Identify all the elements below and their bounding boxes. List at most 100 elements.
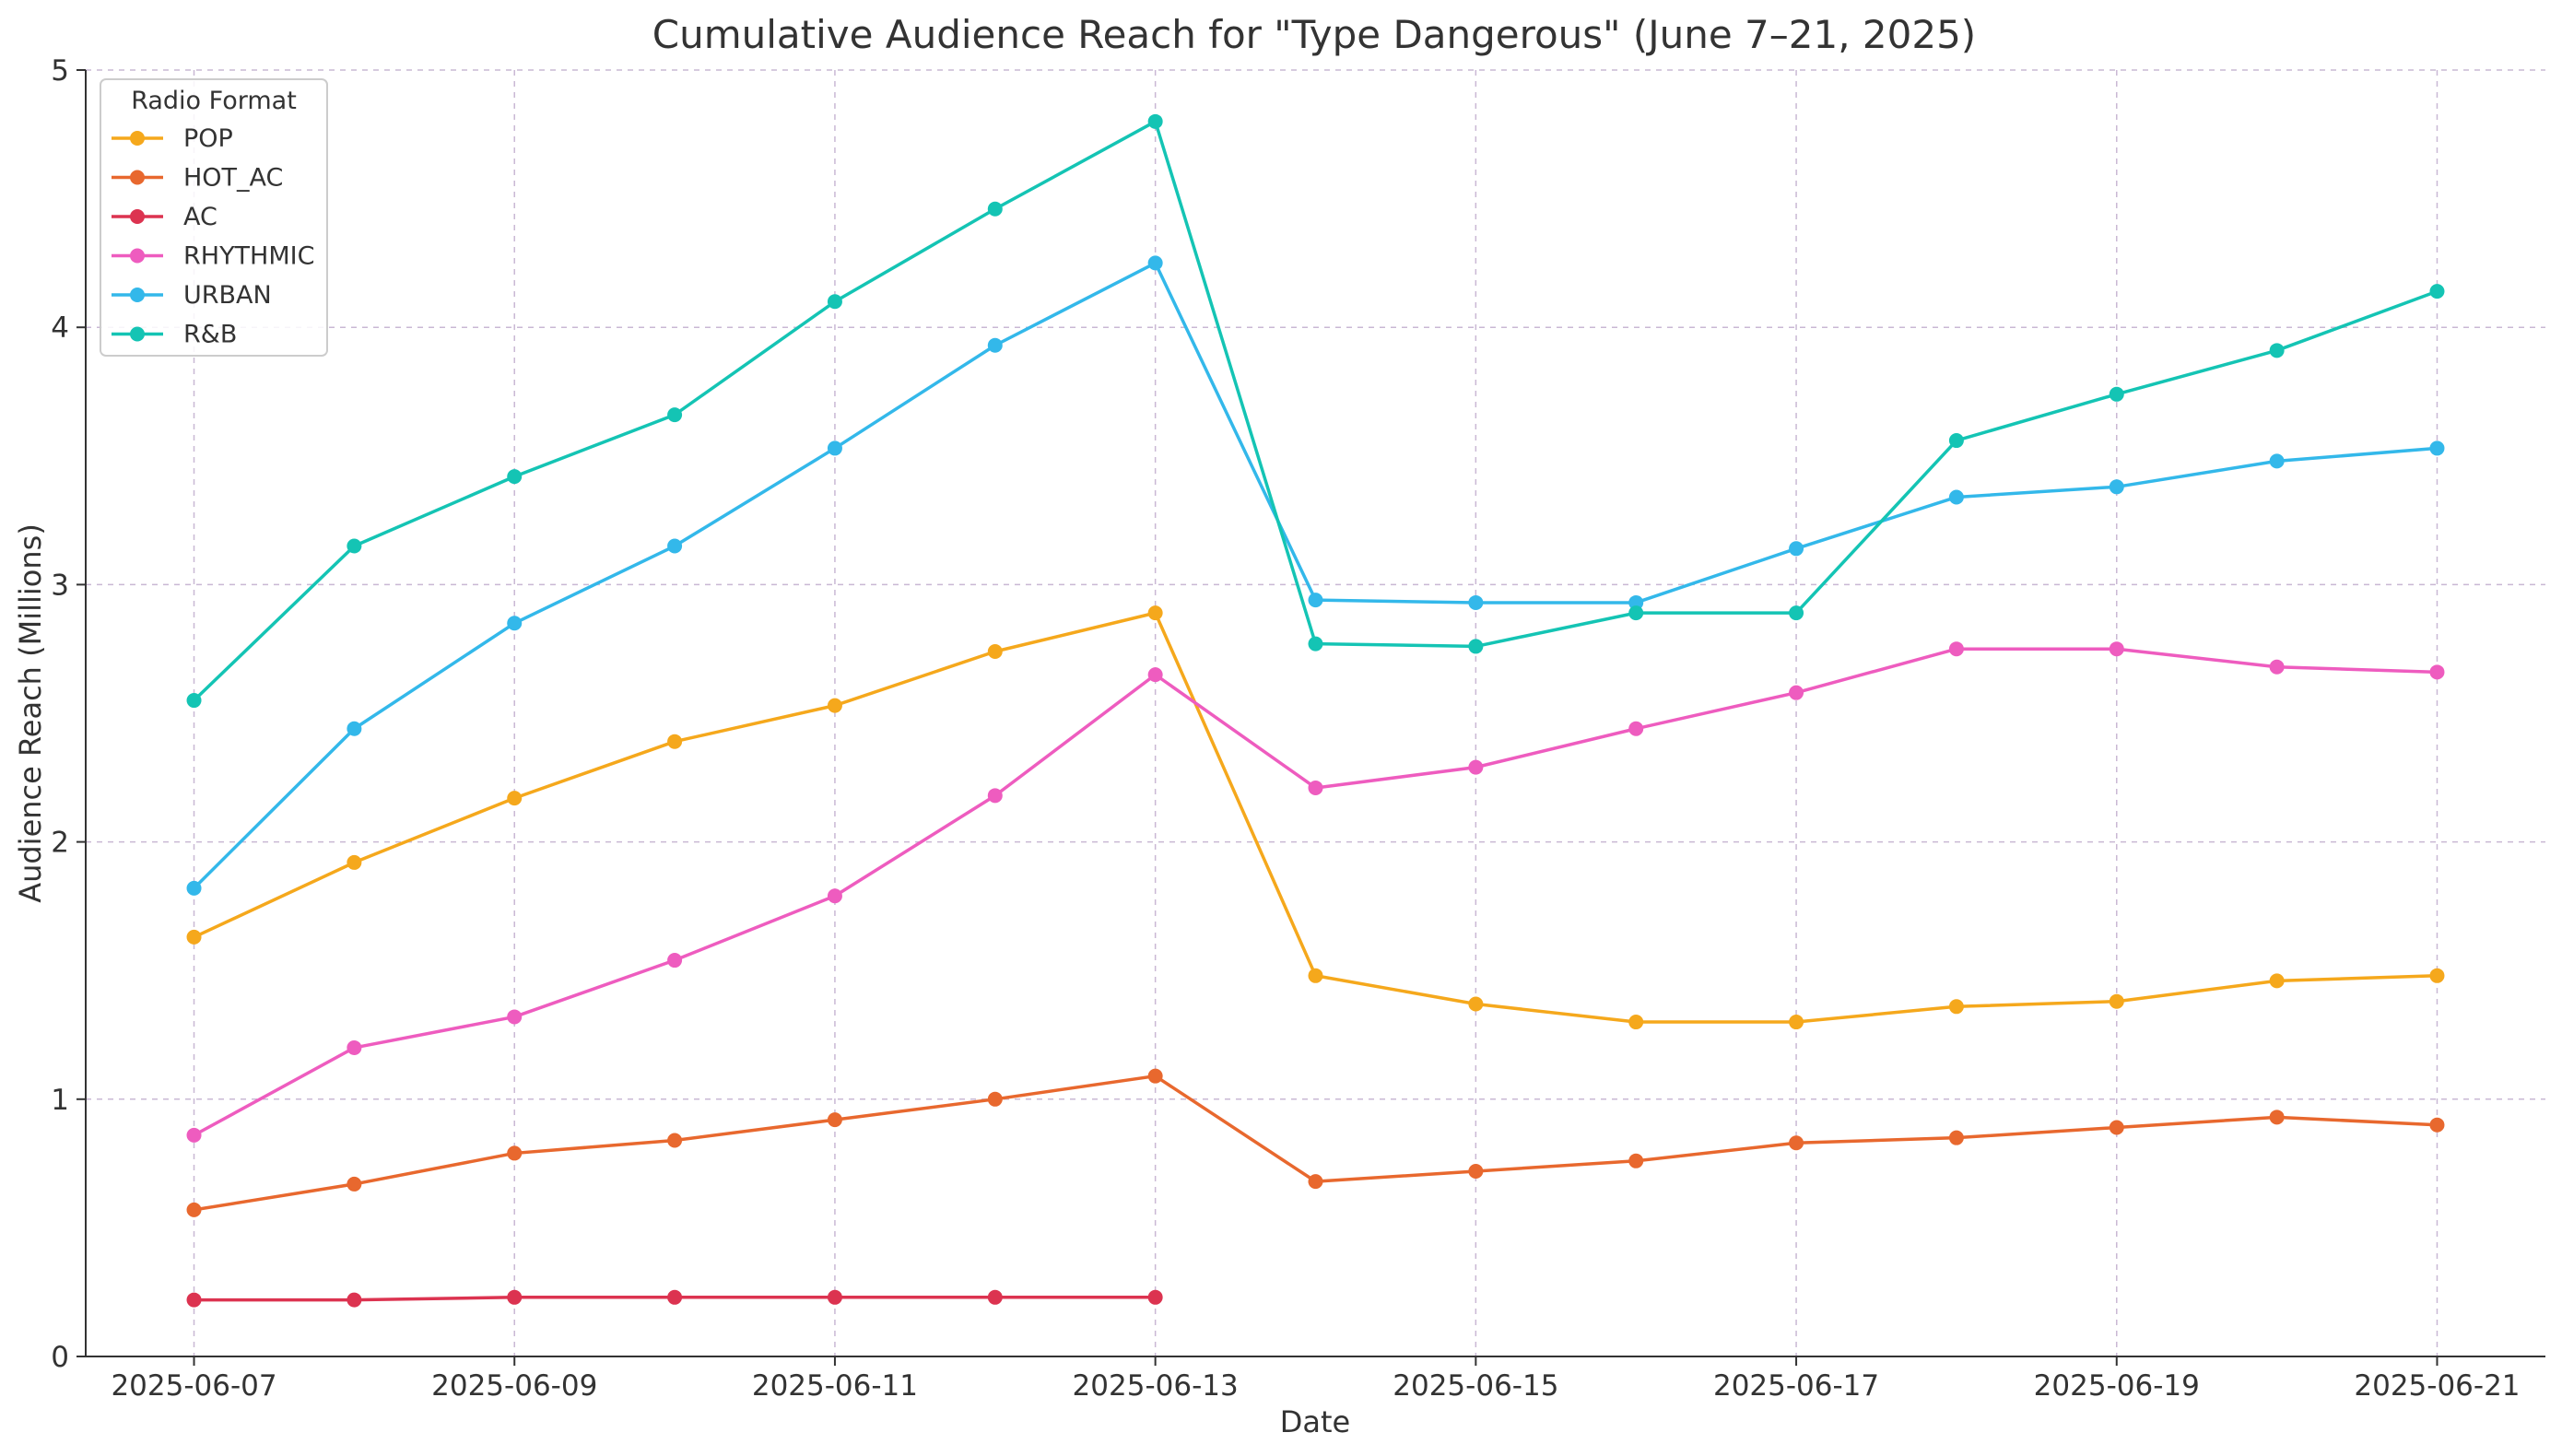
data-point — [667, 953, 683, 969]
data-point — [987, 1091, 1003, 1107]
x-axis-label: Date — [1280, 1404, 1350, 1439]
data-point — [1948, 641, 1964, 657]
legend: Radio Format POP HOT_AC AC RHYTHMIC URBAN R&B — [100, 78, 328, 357]
data-point — [1308, 636, 1323, 652]
legend-label: POP — [183, 124, 233, 153]
data-point — [827, 1289, 842, 1305]
data-point — [2429, 1117, 2445, 1133]
data-point — [186, 693, 202, 709]
data-point — [347, 721, 362, 736]
x-tick-label: 2025-06-13 — [1073, 1369, 1239, 1403]
data-point — [186, 1127, 202, 1143]
x-tick-label: 2025-06-17 — [1713, 1369, 1879, 1403]
x-tick-label: 2025-06-07 — [111, 1369, 276, 1403]
data-point — [1948, 1130, 1964, 1145]
legend-box — [100, 78, 328, 357]
series-ac — [186, 1289, 1163, 1308]
data-point — [1147, 113, 1163, 129]
data-point — [1789, 605, 1804, 621]
legend-swatch-marker — [130, 248, 145, 264]
data-point — [1468, 759, 1484, 775]
legend-swatch-marker — [130, 288, 145, 302]
data-point — [987, 201, 1003, 217]
legend-swatch-marker — [130, 131, 145, 146]
data-point — [1628, 1015, 1644, 1030]
data-point — [667, 734, 683, 749]
data-point — [827, 888, 842, 904]
series-hot-ac — [186, 1068, 2445, 1217]
x-tick-label: 2025-06-19 — [2034, 1369, 2200, 1403]
data-point — [987, 643, 1003, 659]
data-point — [1147, 667, 1163, 683]
data-point — [1308, 593, 1323, 608]
data-point — [2109, 479, 2124, 495]
data-point — [2429, 968, 2445, 983]
data-point — [347, 1176, 362, 1192]
x-ticks: 2025-06-07 2025-06-09 2025-06-11 2025-06-13… — [111, 1356, 2521, 1403]
x-tick-label: 2025-06-15 — [1393, 1369, 1558, 1403]
data-point — [1948, 489, 1964, 505]
y-tick-label: 1 — [51, 1084, 69, 1117]
data-point — [2269, 973, 2285, 989]
data-point — [1628, 721, 1644, 736]
data-point — [1628, 594, 1644, 610]
data-point — [1308, 780, 1323, 795]
data-point — [1789, 1015, 1804, 1030]
y-axis-label: Audience Reach (Millions) — [13, 523, 48, 903]
data-point — [1789, 1135, 1804, 1151]
x-tick-label: 2025-06-21 — [2354, 1369, 2520, 1403]
data-point — [1468, 1163, 1484, 1179]
y-tick-label: 2 — [51, 827, 69, 860]
data-point — [987, 788, 1003, 804]
data-point — [667, 1289, 683, 1305]
legend-item-ac: AC — [112, 203, 217, 231]
data-point — [1308, 968, 1323, 983]
legend-label: R&B — [183, 321, 237, 349]
legend-item-pop: POP — [112, 124, 233, 153]
data-point — [827, 294, 842, 310]
legend-label: RHYTHMIC — [183, 242, 314, 271]
legend-title: Radio Format — [131, 87, 297, 115]
series-r-b — [186, 113, 2445, 709]
data-point — [2269, 453, 2285, 469]
legend-label: AC — [183, 203, 217, 231]
data-point — [507, 469, 523, 485]
data-point — [1468, 996, 1484, 1012]
data-point — [347, 538, 362, 554]
chart-title: Cumulative Audience Reach for "Type Dang… — [652, 12, 1976, 57]
data-point — [987, 337, 1003, 353]
x-tick-label: 2025-06-09 — [431, 1369, 597, 1403]
data-point — [186, 880, 202, 896]
legend-swatch-marker — [130, 170, 145, 185]
data-point — [1147, 1289, 1163, 1305]
data-point — [347, 1039, 362, 1055]
data-point — [827, 698, 842, 713]
y-tick-label: 5 — [51, 54, 69, 88]
data-point — [2109, 641, 2124, 657]
data-point — [1948, 433, 1964, 449]
data-point — [186, 1292, 202, 1308]
data-point — [186, 929, 202, 945]
data-point — [2109, 1120, 2124, 1135]
series-rhythmic — [186, 641, 2445, 1143]
series-pop — [186, 605, 2445, 1030]
data-point — [2269, 1110, 2285, 1125]
data-point — [2429, 664, 2445, 680]
legend-swatch-marker — [130, 209, 145, 224]
y-ticks: 0 1 2 3 4 5 — [51, 54, 86, 1374]
data-point — [507, 1009, 523, 1025]
data-point — [507, 791, 523, 806]
data-point — [1789, 541, 1804, 557]
legend-label: URBAN — [183, 281, 272, 310]
data-point — [1948, 999, 1964, 1015]
data-point — [1468, 594, 1484, 610]
data-point — [827, 1112, 842, 1128]
data-point — [2109, 386, 2124, 402]
legend-item-rhythmic: RHYTHMIC — [112, 242, 314, 271]
data-point — [1628, 605, 1644, 621]
data-point — [507, 1289, 523, 1305]
legend-item-r-b: R&B — [112, 321, 237, 349]
data-point — [186, 1202, 202, 1217]
